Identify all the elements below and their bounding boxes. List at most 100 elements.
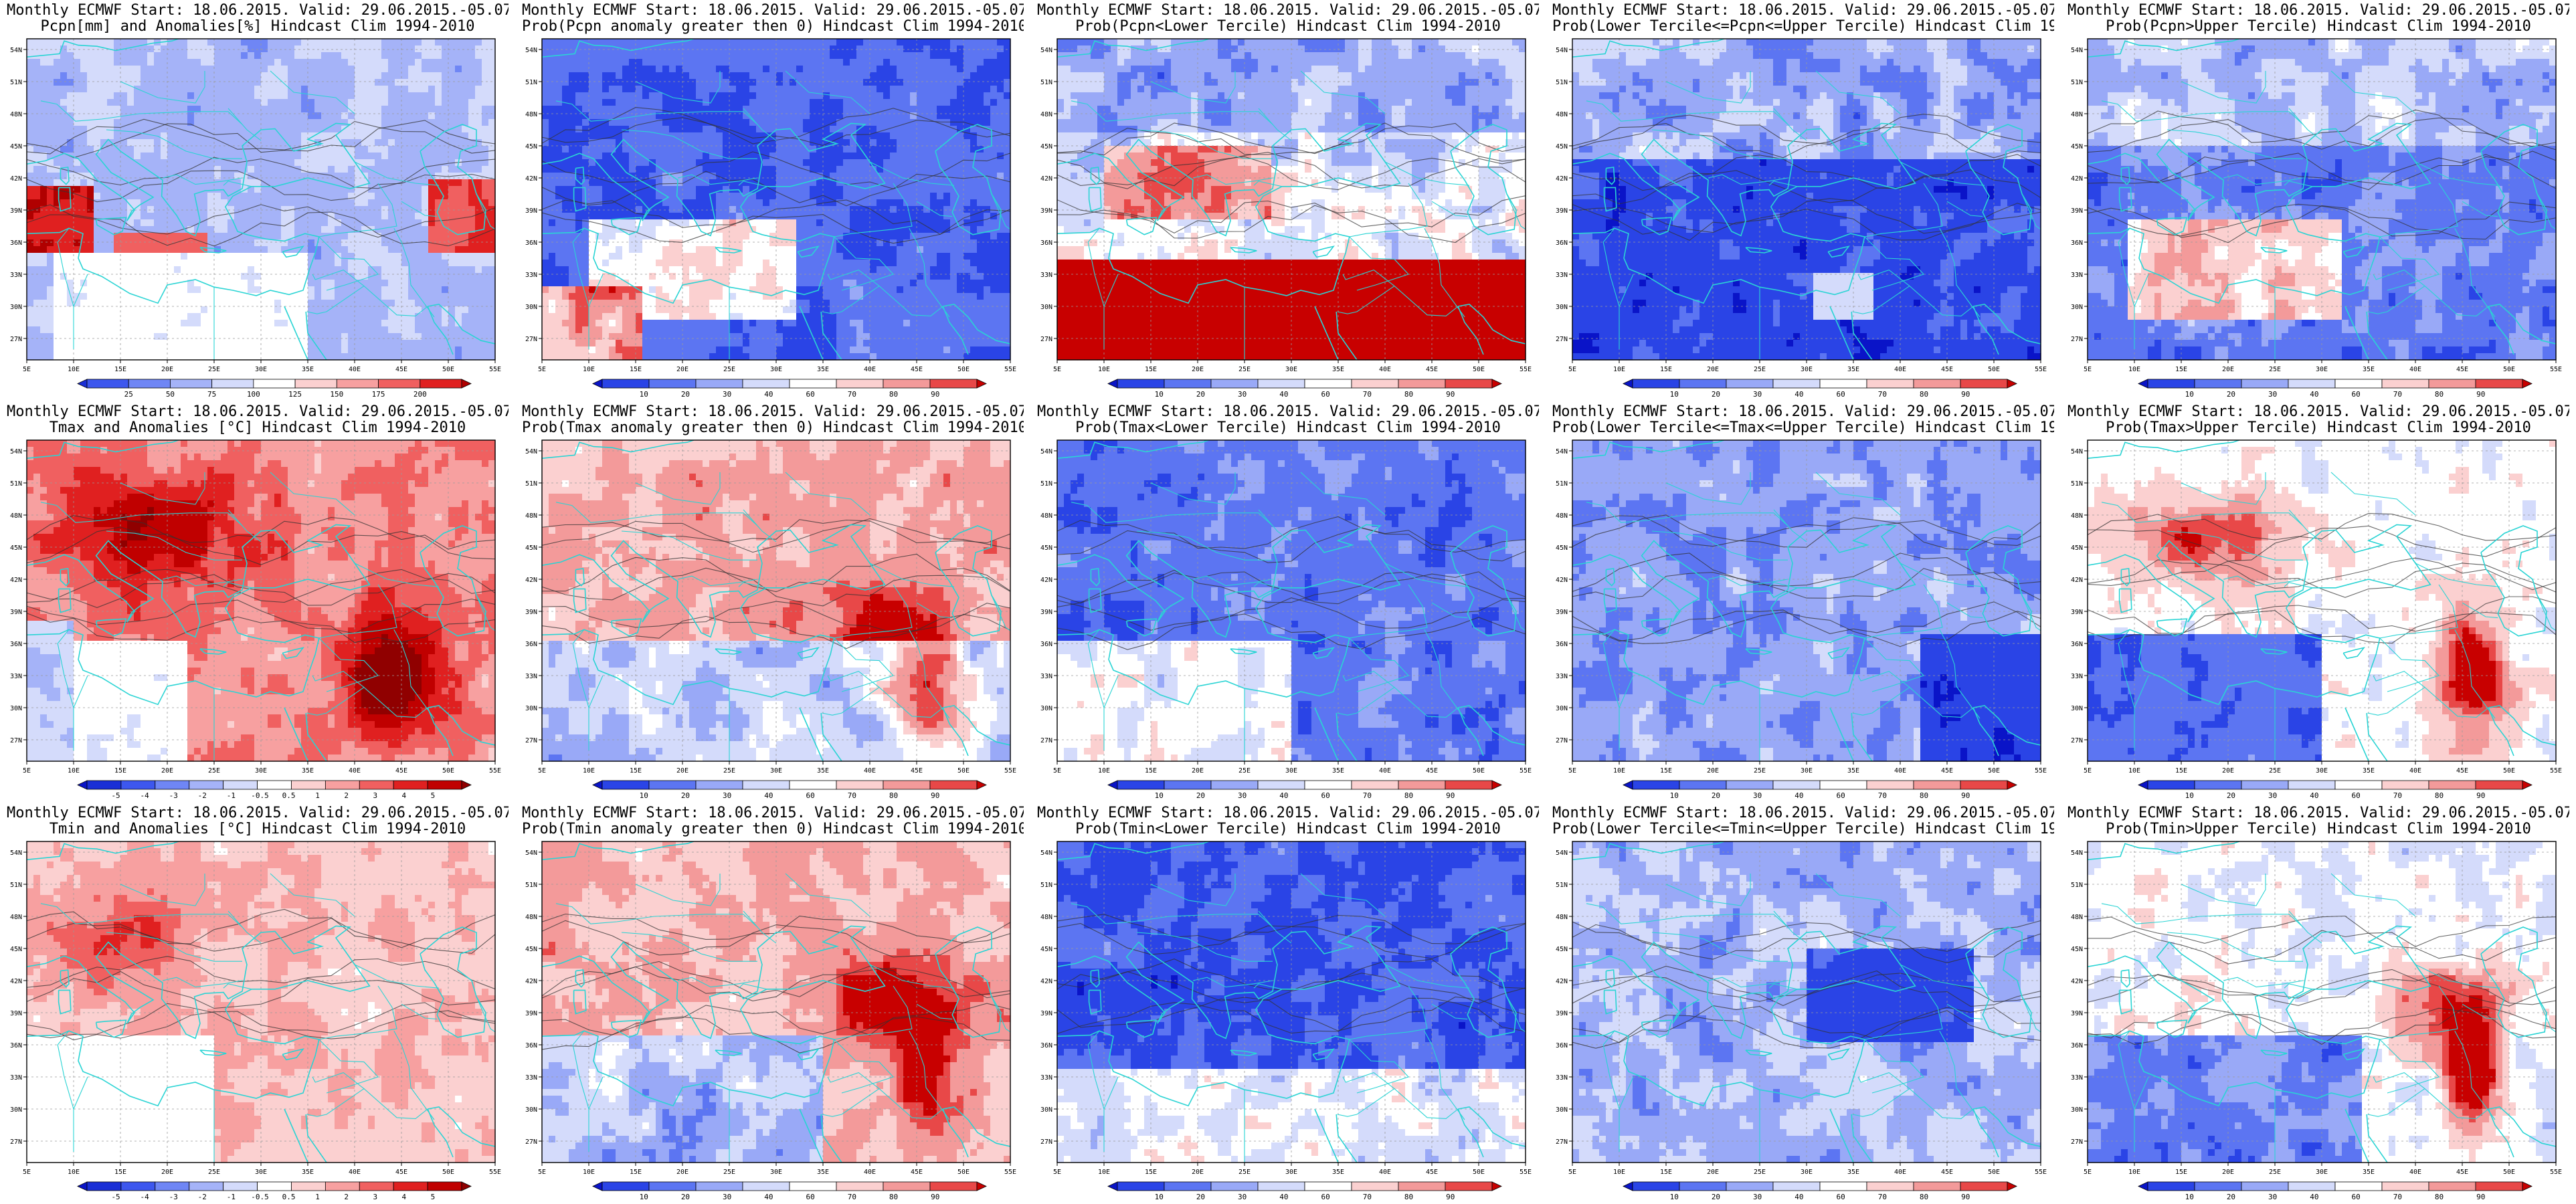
panel-title-line2: Prob(Tmax>Upper Tercile) Hindcast Clim 1… [2067,420,2569,436]
lat-tick-label: 42N [525,978,537,985]
lat-tick-label: 42N [1556,978,1568,985]
lon-tick-label: 35E [817,767,829,775]
colorbar-label: 80 [1404,791,1413,800]
lat-tick-label: 48N [1040,512,1052,520]
lat-tick-label: 39N [1040,1010,1052,1017]
map-plot: 54N 51N 48N 45N 42N 39N 36N 33N 30N 27N 5E 10E 15E 20… [1040,841,1532,1201]
map-field [27,440,496,762]
colorbar-label: 10 [1670,390,1679,399]
lon-tick-label: 10E [1613,767,1625,775]
lat-tick-label: 33N [1040,272,1052,279]
lat-tick-label: 54N [2071,448,2083,456]
colorbar-label: 0.5 [282,1193,296,1201]
map-panel: Monthly ECMWF Start: 18.06.2015. Valid: … [2061,401,2576,803]
lat-tick-label: 51N [10,882,22,889]
colorbar-label: 80 [2435,390,2444,399]
lat-tick-label: 30N [1556,1106,1568,1114]
colorbar-label: 60 [806,390,814,399]
colorbar-label: 60 [1836,791,1845,800]
lon-tick-label: 15E [1145,1169,1157,1176]
lat-tick-label: 45N [2071,544,2083,552]
lat-tick-label: 30N [10,705,22,712]
map-panel: Monthly ECMWF Start: 18.06.2015. Valid: … [1030,0,1546,401]
lat-tick-label: 33N [1556,1074,1568,1082]
colorbar-label: 60 [806,1193,814,1201]
lat-tick-label: 54N [10,448,22,456]
lon-tick-label: 20E [1707,767,1719,775]
lon-tick-label: 25E [1754,366,1766,373]
lon-tick-label: 5E [2084,1169,2092,1176]
lon-tick-label: 50E [442,1169,454,1176]
lon-tick-label: 50E [1473,366,1485,373]
lon-tick-label: 10E [2128,1169,2140,1176]
lon-tick-label: 20E [676,1169,688,1176]
map-plot: 54N 51N 48N 45N 42N 39N 36N 33N 30N 27N 5E 10E 15E 20… [525,841,1016,1201]
lon-tick-label: 35E [1332,366,1344,373]
lon-tick-label: 10E [68,767,80,775]
lat-tick-label: 54N [525,47,537,54]
colorbar: 10 20 30 40 60 70 80 90 [2138,1181,2533,1201]
map-field [1057,841,1526,1163]
panel-title-line1: Monthly ECMWF Start: 18.06.2015. Valid: … [2067,404,2569,420]
panel-title-line1: Monthly ECMWF Start: 18.06.2015. Valid: … [7,805,509,821]
colorbar-label: 90 [1446,390,1455,399]
colorbar-label: 4 [402,791,407,800]
colorbar-label: 150 [330,390,343,399]
lat-tick-label: 27N [1040,336,1052,343]
lat-tick-label: 27N [1040,737,1052,744]
colorbar: 10 20 30 40 60 70 80 90 [2138,379,2533,399]
colorbar-label: 40 [1795,390,1803,399]
lon-tick-label: 20E [1192,366,1204,373]
lat-tick-label: 27N [525,336,537,343]
lat-tick-label: 51N [1040,882,1052,889]
lon-tick-label: 10E [68,366,80,373]
lat-tick-label: 27N [2071,336,2083,343]
lon-tick-label: 40E [1379,366,1391,373]
lon-tick-label: 20E [1192,767,1204,775]
colorbar-label: 20 [2227,390,2235,399]
map-plot: 54N 51N 48N 45N 42N 39N 36N 33N 30N 27N 5E 10E 15E 20… [2071,38,2562,399]
lat-tick-label: 36N [525,239,537,247]
lat-tick-label: 39N [10,609,22,616]
map-field [2088,440,2557,762]
map-panel: Monthly ECMWF Start: 18.06.2015. Valid: … [1546,0,2061,401]
colorbar-label: 20 [2227,1193,2235,1201]
colorbar-label: 70 [2393,390,2402,399]
lon-tick-label: 10E [1098,767,1110,775]
colorbar-label: 70 [1878,791,1887,800]
lon-tick-label: 25E [2269,1169,2281,1176]
panel-title-line1: Monthly ECMWF Start: 18.06.2015. Valid: … [2067,3,2569,19]
lat-tick-label: 54N [1556,849,1568,857]
lon-tick-label: 45E [1426,366,1438,373]
lat-tick-label: 51N [1040,79,1052,86]
panel-title-line1: Monthly ECMWF Start: 18.06.2015. Valid: … [1552,404,2054,420]
lon-tick-label: 40E [864,1169,876,1176]
lat-tick-label: 51N [1040,480,1052,488]
colorbar: 10 20 30 40 60 70 80 90 [1623,379,2017,399]
lat-tick-label: 54N [1556,448,1568,456]
lat-tick-label: 33N [1556,272,1568,279]
lon-tick-label: 15E [2175,767,2187,775]
lon-tick-label: 50E [1473,767,1485,775]
lat-tick-label: 48N [525,111,537,118]
colorbar-label: 20 [1196,791,1205,800]
lat-tick-label: 33N [2071,272,2083,279]
map-field [2088,841,2557,1163]
colorbar-label: 1 [315,791,320,800]
lat-tick-label: 39N [1556,609,1568,616]
colorbar: 10 20 30 40 60 70 80 90 [592,780,987,800]
lat-tick-label: 48N [1556,914,1568,921]
map-panel: Monthly ECMWF Start: 18.06.2015. Valid: … [0,0,515,401]
colorbar-label: 30 [723,1193,731,1201]
lon-tick-label: 25E [723,366,735,373]
colorbar-label: -5 [111,1193,120,1201]
map-field [2088,39,2557,361]
lat-tick-label: 51N [2071,480,2083,488]
lat-tick-label: 45N [10,544,22,552]
colorbar-label: 90 [931,791,939,800]
lat-tick-label: 36N [2071,641,2083,648]
lon-tick-label: 25E [1238,767,1251,775]
lon-tick-label: 30E [770,366,782,373]
map-lines [27,440,495,761]
map-lines [2088,841,2556,1163]
